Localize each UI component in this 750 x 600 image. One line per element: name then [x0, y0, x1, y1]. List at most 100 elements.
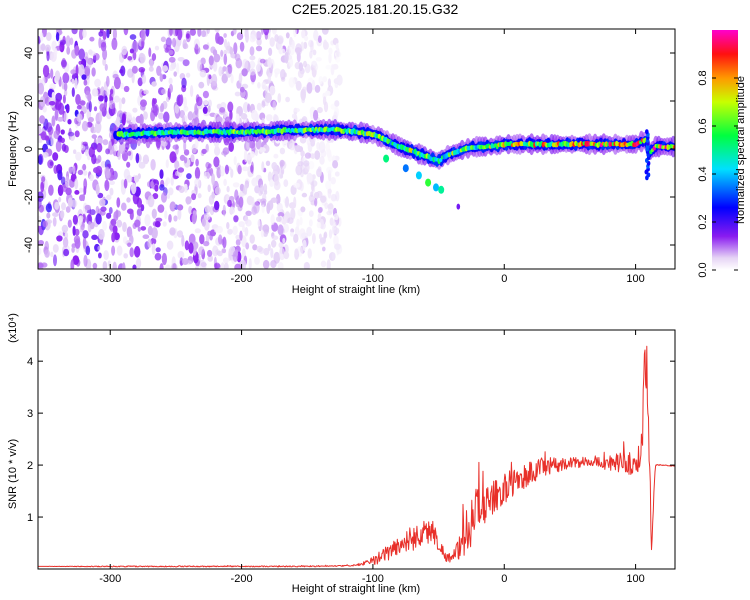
spectrogram-noise-blob	[335, 190, 340, 202]
spectrogram-noise-blob	[301, 29, 306, 39]
spectrogram-noise-blob	[199, 69, 207, 78]
spectrogram-noise-blob	[176, 62, 180, 75]
spectrogram-noise-blob	[129, 34, 137, 40]
spectrogram-noise-blob	[194, 178, 201, 188]
spectrogram-noise-blob	[72, 255, 80, 265]
spectrogram-noise-blob	[57, 169, 63, 181]
spectrogram-noise-blob	[115, 116, 121, 126]
spectrogram-noise-blob	[177, 204, 184, 211]
spectrogram-marks	[38, 29, 675, 269]
spectrogram-spike-blob	[645, 129, 649, 135]
spectrogram-noise-blob	[100, 206, 107, 212]
spectrogram-noise-blob	[85, 245, 91, 256]
spectrogram-noise-blob	[243, 184, 248, 195]
spectrogram-noise-blob	[152, 193, 159, 200]
spectrogram-noise-blob	[148, 47, 152, 58]
spectrogram-noise-blob	[154, 184, 159, 192]
spectrogram-noise-blob	[201, 218, 206, 227]
spectrogram-noise-blob	[66, 46, 71, 55]
spectrogram-noise-blob	[213, 156, 220, 168]
spectrogram-noise-blob	[86, 57, 92, 69]
spectrogram-noise-blob	[194, 228, 201, 234]
spectrogram-noise-blob	[151, 53, 157, 61]
spectrogram-noise-blob	[206, 29, 210, 34]
spectrogram-noise-blob	[131, 182, 137, 195]
spectrogram-noise-blob	[249, 46, 255, 56]
spectrogram-noise-blob	[132, 50, 137, 61]
y-tick-label: 20	[23, 95, 35, 107]
spectrogram-noise-blob	[123, 29, 129, 36]
spectrogram-noise-blob	[71, 78, 75, 85]
x-tick-label: 100	[626, 573, 644, 585]
spectrogram-noise-blob	[154, 221, 161, 228]
spectrogram-noise-blob	[238, 196, 244, 208]
spectrogram-noise-blob	[229, 206, 235, 215]
spectrogram-noise-blob	[168, 65, 175, 71]
spectrogram-noise-blob	[229, 46, 234, 55]
spectrogram-noise-blob	[124, 112, 132, 121]
spectrogram-noise-blob	[63, 89, 68, 97]
spectrogram-noise-blob	[196, 96, 203, 107]
spectrogram-noise-blob	[194, 137, 199, 150]
spectrogram-noise-blob	[189, 29, 196, 36]
spectrogram-noise-blob	[332, 160, 339, 169]
spectrogram-noise-blob	[274, 34, 279, 42]
spectrogram-noise-blob	[284, 52, 289, 64]
spectrogram-noise-blob	[269, 179, 274, 187]
spectrogram-noise-blob	[293, 29, 297, 38]
spectrogram-noise-blob	[139, 113, 144, 126]
spectrogram-noise-blob	[308, 194, 315, 203]
spectrogram-noise-blob	[104, 179, 110, 192]
spectrogram-noise-blob	[210, 46, 216, 54]
spectrogram-noise-blob	[142, 234, 150, 239]
spectrogram-noise-blob	[203, 212, 211, 221]
spectrogram-noise-blob	[288, 77, 296, 88]
spectrogram-noise-blob	[102, 30, 107, 41]
spectrogram-noise-blob	[224, 38, 228, 48]
spectrogram-noise-blob	[334, 243, 341, 250]
spectrogram-noise-blob	[177, 57, 185, 62]
spectrogram-noise-blob	[214, 146, 221, 156]
spectrogram-noise-blob	[214, 29, 220, 33]
spectrogram-noise-blob	[303, 261, 310, 269]
spectrogram-noise-blob	[294, 47, 302, 54]
spectrogram-noise-blob	[191, 213, 197, 225]
x-tick-label: 0	[501, 273, 507, 285]
spectrogram-noise-blob	[261, 204, 265, 214]
spectrogram-noise-blob	[120, 82, 124, 90]
spectrogram-noise-blob	[131, 65, 138, 74]
spectrogram-noise-blob	[75, 64, 79, 77]
spectrogram-noise-blob	[91, 234, 98, 240]
spectrogram-noise-blob	[265, 92, 272, 103]
spectrogram-noise-blob	[74, 77, 78, 89]
spectrogram-noise-blob	[283, 179, 289, 188]
spectrogram-noise-blob	[71, 87, 75, 98]
spectrogram-noise-blob	[175, 171, 179, 176]
spectrogram-noise-blob	[38, 215, 42, 224]
y-tick-label: 40	[23, 47, 35, 59]
spectrogram-noise-blob	[161, 252, 167, 266]
spectrogram-noise-blob	[237, 164, 242, 175]
spectrogram-noise-blob	[235, 113, 240, 124]
spectrogram-noise-blob	[95, 205, 100, 215]
spectrogram-noise-blob	[249, 234, 255, 244]
spectrogram-noise-blob	[221, 248, 227, 254]
spectrogram-noise-blob	[285, 32, 290, 39]
spectrogram-noise-blob	[67, 119, 72, 125]
spectrogram-noise-blob	[263, 29, 270, 36]
spectrogram-noise-blob	[73, 149, 77, 154]
spectrogram-noise-blob	[55, 31, 60, 42]
spectrogram-noise-blob	[168, 214, 172, 223]
spectrogram-noise-blob	[222, 204, 226, 217]
spectrogram-noise-blob	[251, 177, 259, 187]
spectrogram-noise-blob	[197, 193, 202, 199]
x-tick-label: 0	[501, 573, 507, 585]
spectrogram-noise-blob	[307, 248, 312, 259]
spectrogram-noise-blob	[91, 67, 96, 77]
spectrogram-noise-blob	[226, 41, 231, 54]
spectrogram-noise-blob	[76, 113, 83, 123]
spectrogram-noise-blob	[320, 195, 327, 203]
spectrogram-noise-blob	[100, 86, 105, 97]
colorbar-tick-label: 0.0	[697, 262, 709, 277]
spectrogram-noise-blob	[67, 131, 75, 137]
